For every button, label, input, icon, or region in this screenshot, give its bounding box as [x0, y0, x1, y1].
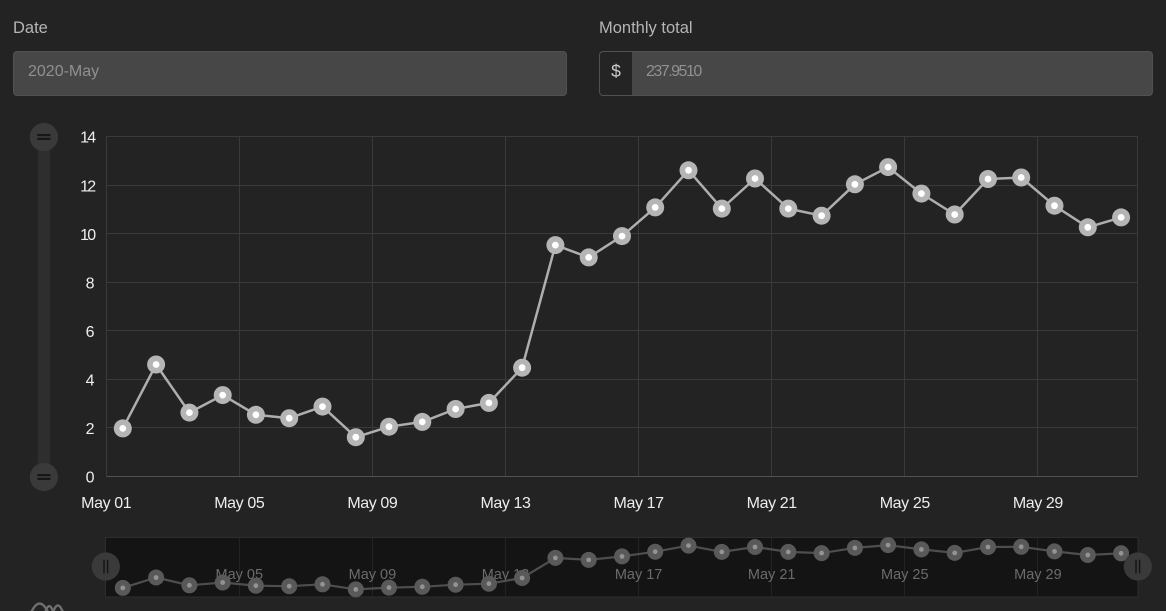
svg-text:May 29: May 29	[1013, 495, 1064, 512]
svg-text:May 21: May 21	[748, 567, 796, 583]
svg-text:May 25: May 25	[880, 495, 931, 512]
svg-text:6: 6	[86, 324, 95, 341]
svg-text:May 01: May 01	[81, 495, 132, 512]
svg-text:May 29: May 29	[1014, 567, 1062, 583]
svg-text:2: 2	[86, 421, 95, 438]
svg-text:10: 10	[80, 227, 96, 244]
svg-text:May 13: May 13	[480, 495, 531, 512]
svg-text:May 25: May 25	[881, 567, 929, 583]
svg-text:4: 4	[86, 373, 95, 390]
svg-text:0: 0	[86, 470, 95, 487]
svg-text:May 09: May 09	[347, 495, 398, 512]
svg-text:May 05: May 05	[214, 495, 265, 512]
svg-text:May 17: May 17	[614, 495, 665, 512]
svg-text:May 21: May 21	[747, 495, 798, 512]
svg-text:12: 12	[80, 178, 96, 195]
svg-text:8: 8	[86, 275, 95, 292]
svg-text:14: 14	[80, 130, 96, 147]
svg-text:May 17: May 17	[615, 567, 663, 583]
svg-text:May 09: May 09	[349, 567, 397, 583]
